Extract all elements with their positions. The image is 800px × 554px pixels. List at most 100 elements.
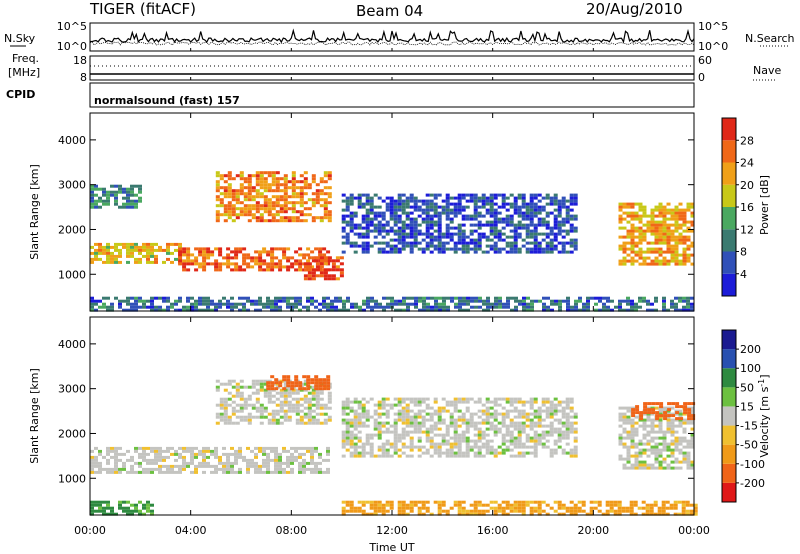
data-cell xyxy=(295,195,300,199)
data-cell xyxy=(306,375,311,379)
data-cell xyxy=(441,199,446,203)
data-cell xyxy=(622,259,627,263)
data-cell xyxy=(674,253,679,257)
data-cell xyxy=(457,202,462,206)
data-cell xyxy=(533,196,538,200)
data-cell xyxy=(295,409,300,413)
data-cell xyxy=(310,265,315,269)
data-cell xyxy=(643,411,648,415)
data-cell xyxy=(341,436,346,440)
data-cell xyxy=(650,418,655,422)
data-cell xyxy=(449,196,454,200)
data-cell xyxy=(206,296,210,300)
data-cell xyxy=(413,241,418,245)
data-cell xyxy=(678,421,683,425)
data-cell xyxy=(541,418,546,422)
data-cell xyxy=(513,226,518,230)
data-cell xyxy=(278,296,282,300)
data-cell xyxy=(537,424,542,428)
data-cell xyxy=(654,448,659,452)
data-cell xyxy=(465,430,470,434)
data-cell xyxy=(402,308,406,312)
data-cell xyxy=(323,198,328,202)
data-cell xyxy=(413,503,418,507)
data-cell xyxy=(215,216,220,220)
data-cell xyxy=(239,201,244,205)
data-cell xyxy=(654,247,659,251)
data-cell xyxy=(389,199,394,203)
data-cell xyxy=(215,204,220,208)
data-cell xyxy=(537,506,542,510)
data-cell xyxy=(454,296,458,300)
data-cell xyxy=(263,406,268,410)
data-cell xyxy=(227,415,232,419)
data-cell xyxy=(529,506,534,510)
data-cell xyxy=(529,400,534,404)
data-cell xyxy=(314,470,318,474)
data-cell xyxy=(565,403,570,407)
data-cell xyxy=(565,205,570,209)
data-cell xyxy=(158,455,162,459)
data-cell xyxy=(410,302,414,306)
data-cell xyxy=(223,406,228,410)
data-cell xyxy=(489,193,494,197)
data-cell xyxy=(393,199,398,203)
data-cell xyxy=(481,454,486,458)
data-cell xyxy=(489,205,494,209)
data-cell xyxy=(573,244,578,248)
data-cell xyxy=(299,403,304,407)
data-cell xyxy=(259,409,264,413)
data-cell xyxy=(441,406,446,410)
data-cell xyxy=(449,412,454,416)
data-cell xyxy=(298,268,303,272)
data-cell xyxy=(521,199,526,203)
data-cell xyxy=(110,467,114,471)
data-cell xyxy=(413,400,418,404)
data-cell xyxy=(553,409,558,413)
data-cell xyxy=(270,381,275,385)
data-cell xyxy=(473,238,478,242)
data-cell xyxy=(186,299,190,303)
data-cell xyxy=(414,299,418,303)
data-cell xyxy=(282,375,287,379)
data-cell xyxy=(674,238,679,242)
data-cell xyxy=(282,247,287,251)
data-cell xyxy=(529,196,534,200)
data-cell xyxy=(310,470,314,474)
data-cell xyxy=(138,446,142,450)
data-cell xyxy=(618,205,623,209)
data-cell xyxy=(545,424,550,428)
data-cell xyxy=(118,190,122,194)
data-cell xyxy=(642,466,647,470)
data-cell xyxy=(666,250,671,254)
data-cell xyxy=(341,509,346,513)
data-cell xyxy=(630,232,635,236)
data-cell xyxy=(283,198,288,202)
data-cell xyxy=(413,226,418,230)
data-cell xyxy=(110,260,114,264)
data-cell xyxy=(98,509,102,513)
data-cell xyxy=(553,232,558,236)
data-cell xyxy=(622,241,627,245)
data-cell xyxy=(670,211,675,215)
data-cell xyxy=(441,442,446,446)
data-cell xyxy=(537,509,542,513)
data-cell xyxy=(226,253,231,257)
data-cell xyxy=(429,235,434,239)
data-cell xyxy=(509,409,514,413)
data-cell xyxy=(283,177,288,181)
data-cell xyxy=(146,452,150,456)
data-cell xyxy=(369,202,374,206)
data-cell xyxy=(226,455,230,459)
data-cell xyxy=(267,207,272,211)
data-cell xyxy=(361,250,366,254)
data-cell xyxy=(259,177,264,181)
data-cell xyxy=(405,196,410,200)
data-cell xyxy=(586,302,590,306)
data-cell xyxy=(477,226,482,230)
data-cell xyxy=(501,506,506,510)
y-tick-label: 3000 xyxy=(58,383,86,396)
data-cell xyxy=(465,409,470,413)
data-cell xyxy=(429,241,434,245)
data-cell xyxy=(482,302,486,306)
